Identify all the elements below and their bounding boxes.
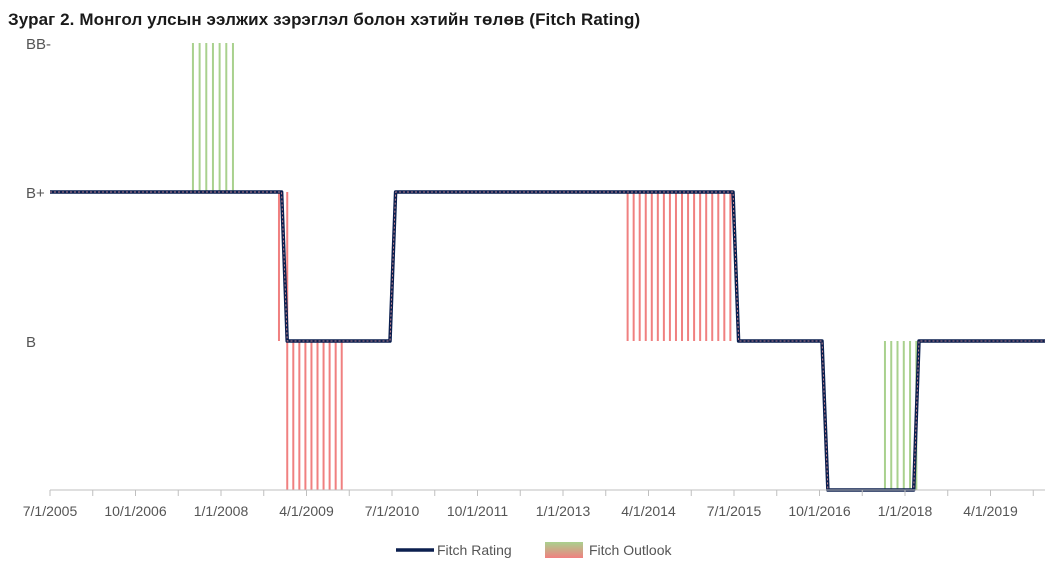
x-tick-label: 10/1/2016	[788, 503, 850, 519]
x-tick-label: 4/1/2019	[963, 503, 1018, 519]
x-tick-label: 4/1/2009	[279, 503, 334, 519]
y-tick-label: B+	[26, 185, 45, 202]
x-axis: 7/1/2005 10/1/2006 1/1/2008 4/1/2009 7/1/201…	[23, 489, 1045, 519]
x-tick-label: 7/1/2015	[707, 503, 762, 519]
x-tick-label: 1/1/2018	[878, 503, 933, 519]
chart-title: Зураг 2. Монгол улсын ээлжих зэрэглэл бо…	[8, 10, 641, 29]
legend: Fitch Rating Fitch Outlook	[396, 542, 672, 558]
fitch-rating-line	[50, 190, 1045, 492]
x-tick-label: 7/1/2005	[23, 503, 78, 519]
legend-outlook-label: Fitch Outlook	[589, 542, 672, 558]
x-tick-label: 1/1/2008	[194, 503, 249, 519]
fitch-outlook-trace	[50, 191, 1045, 491]
legend-rating-label: Fitch Rating	[437, 542, 512, 558]
x-tick-label: 7/1/2010	[365, 503, 420, 519]
x-tick-label: 10/1/2006	[104, 503, 166, 519]
y-axis-labels: B B+ BB-	[26, 36, 51, 351]
outlook-bars	[191, 43, 918, 490]
y-tick-label: B	[26, 334, 36, 351]
y-tick-label: BB-	[26, 36, 51, 53]
rating-line-layer	[50, 190, 1045, 492]
legend-outlook-swatch	[545, 542, 583, 558]
x-tick-label: 1/1/2013	[536, 503, 591, 519]
x-tick-label: 4/1/2014	[621, 503, 676, 519]
x-tick-label: 10/1/2011	[447, 503, 508, 519]
